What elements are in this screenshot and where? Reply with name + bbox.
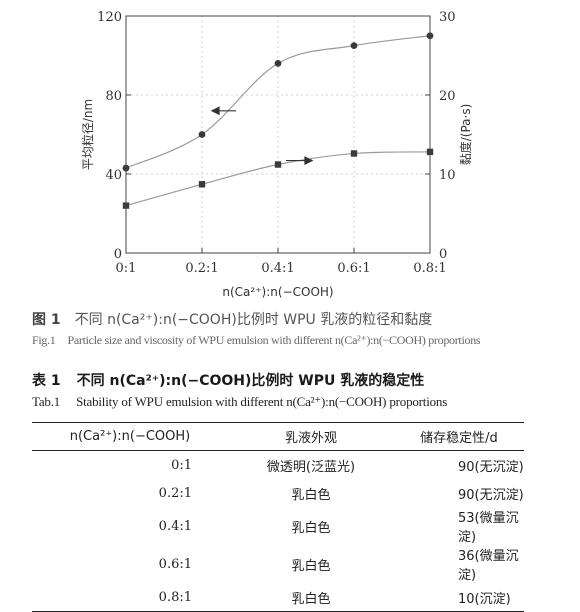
table-title-cn: 表 1 不同 n(Ca²⁺):n(−COOH)比例时 WPU 乳液的稳定性 (32, 370, 424, 390)
table-cell-stability: 36(微量沉淀) (458, 549, 519, 583)
x-tick-label: 0.2:1 (185, 261, 218, 276)
chart-grid (126, 16, 430, 253)
series-line (125, 35, 431, 169)
right-arrow-icon (286, 156, 314, 166)
table-title-en-text: Stability of WPU emulsion with different… (76, 394, 448, 409)
chart-series (122, 32, 434, 209)
table-cell-stability: 90(无沉淀) (458, 459, 524, 475)
table-cell-ratio: 0.6:1 (158, 556, 192, 572)
series-left-axis (122, 32, 434, 172)
data-point (198, 131, 206, 138)
data-point (198, 181, 206, 188)
figure-caption-cn: 图 1 不同 n(Ca²⁺):n(−COOH)比例时 WPU 乳液的粒径和黏度 (32, 309, 432, 329)
figure-caption-cn-text: 不同 n(Ca²⁺):n(−COOH)比例时 WPU 乳液的粒径和黏度 (74, 312, 433, 328)
stability-table: n(Ca²⁺):n(−COOH) 乳液外观 储存稳定性/d 0:1 微透明(泛蓝… (32, 422, 524, 612)
table-cell-ratio: 0.8:1 (158, 589, 192, 605)
y-axis-right-label: 黏度/(Pa·s) (458, 104, 473, 166)
figure-number-en: Fig.1 (32, 333, 56, 347)
x-tick-label: 0:1 (116, 261, 137, 276)
table-cell-ratio: 0:1 (171, 457, 192, 473)
table-row: 0.8:1 乳白色 10(沉淀) (32, 583, 524, 612)
table-row: 0.4:1 乳白色 53(微量沉淀) (32, 507, 524, 545)
x-tick-label: 0.8:1 (413, 261, 446, 276)
y-left-tick-label: 40 (105, 168, 122, 183)
table-row: 0.2:1 乳白色 90(无沉淀) (32, 479, 524, 507)
table-header-appearance: 乳液外观 (228, 422, 394, 451)
table-cell-appearance: 乳白色 (291, 487, 331, 503)
table-header-ratio: n(Ca²⁺):n(−COOH) (32, 422, 228, 451)
table-row: 0.6:1 乳白色 36(微量沉淀) (32, 545, 524, 583)
data-point (274, 161, 282, 168)
y-left-tick-label: 0 (114, 247, 122, 262)
table-header-stability: 储存稳定性/d (394, 422, 524, 451)
figure-caption-en: Fig.1 Particle size and viscosity of WPU … (32, 333, 481, 348)
x-tick-label: 0.4:1 (261, 261, 294, 276)
table-header-row: n(Ca²⁺):n(−COOH) 乳液外观 储存稳定性/d (32, 422, 524, 451)
table-cell-ratio: 0.4:1 (158, 518, 192, 534)
table-cell-stability: 53(微量沉淀) (458, 511, 519, 545)
data-point (350, 150, 358, 157)
y-axis-left-label: 平均粒径/nm (80, 99, 95, 170)
x-tick-label: 0.6:1 (337, 261, 370, 276)
table-cell-stability: 10(沉淀) (458, 591, 511, 607)
data-point (350, 42, 358, 50)
y-right-tick-label: 30 (439, 10, 456, 25)
table-cell-appearance: 微透明(泛蓝光) (266, 459, 356, 475)
figure-caption-en-text: Particle size and viscosity of WPU emuls… (67, 333, 481, 347)
y-right-tick-label: 20 (439, 89, 456, 104)
table-number-en: Tab.1 (32, 394, 61, 409)
y-right-tick-label: 0 (439, 247, 447, 262)
left-arrow-icon (210, 106, 236, 116)
table-cell-appearance: 乳白色 (291, 591, 331, 607)
figure-number-cn: 图 1 (32, 312, 61, 328)
table-row: 0:1 微透明(泛蓝光) 90(无沉淀) (32, 451, 524, 480)
table-title-cn-text: 不同 n(Ca²⁺):n(−COOH)比例时 WPU 乳液的稳定性 (76, 373, 425, 389)
table-cell-appearance: 乳白色 (291, 558, 331, 574)
y-left-tick-label: 80 (105, 89, 122, 104)
table-cell-appearance: 乳白色 (291, 520, 331, 536)
table-cell-stability: 90(无沉淀) (458, 487, 524, 503)
data-point (274, 60, 282, 67)
y-left-tick-label: 120 (97, 10, 122, 25)
table-title-en: Tab.1 Stability of WPU emulsion with diff… (32, 394, 447, 410)
y-right-tick-label: 10 (439, 168, 456, 183)
table-cell-ratio: 0.2:1 (158, 485, 192, 501)
table-number-cn: 表 1 (32, 373, 61, 389)
x-axis-label: n(Ca²⁺):n(−COOH) (222, 285, 333, 299)
